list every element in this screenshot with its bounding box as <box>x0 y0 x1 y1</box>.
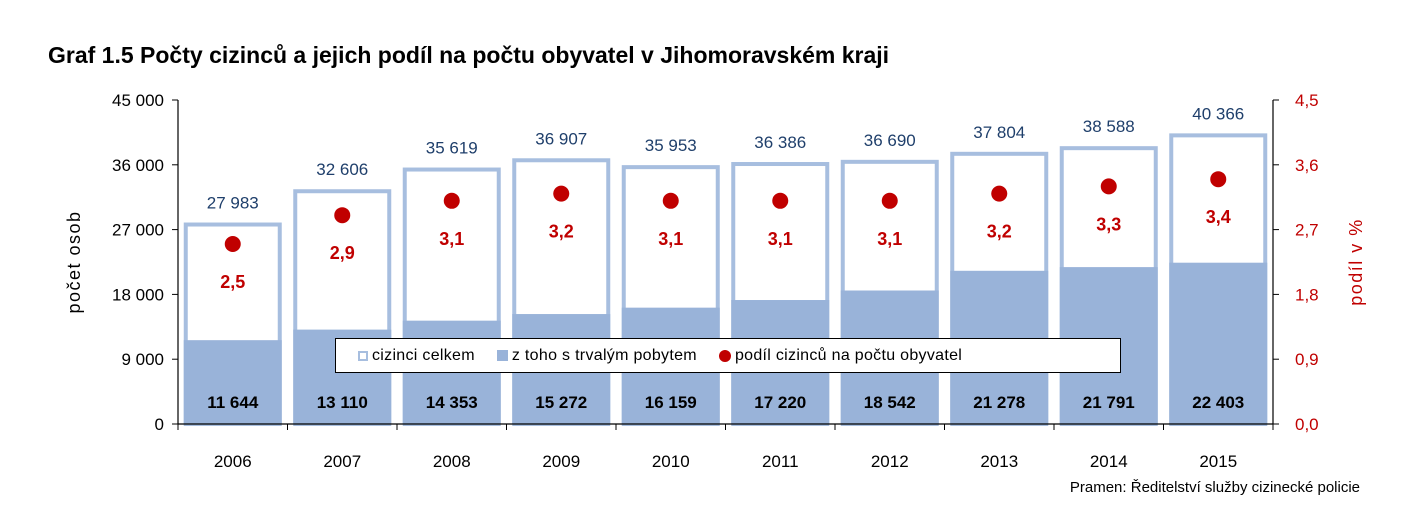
y-axis-title-right: podíl v % <box>1346 218 1366 306</box>
x-tick-label: 2010 <box>652 452 690 471</box>
data-label-share: 2,9 <box>330 243 355 263</box>
y-axis-title-left: počet osob <box>64 210 84 313</box>
data-point-share <box>1210 171 1227 188</box>
data-label-permanent: 22 403 <box>1192 393 1244 412</box>
bar-permanent <box>183 340 282 424</box>
y-tick-label-left: 0 <box>155 415 164 434</box>
y-tick-label-right: 0,9 <box>1295 350 1319 369</box>
y-tick-label-left: 9 000 <box>121 350 164 369</box>
legend: cizinci celkem z toho s trvalým pobytem … <box>335 338 1121 373</box>
data-label-total: 37 804 <box>973 123 1025 142</box>
legend-item-permanent: z toho s trvalým pobytem <box>496 346 697 365</box>
data-label-share: 3,4 <box>1206 207 1231 227</box>
data-label-total: 40 366 <box>1192 104 1244 123</box>
x-tick-label: 2014 <box>1090 452 1128 471</box>
data-label-total: 36 690 <box>864 131 916 150</box>
y-tick-label-right: 3,6 <box>1295 156 1319 175</box>
bar-permanent <box>1169 262 1268 424</box>
x-tick-label: 2013 <box>980 452 1018 471</box>
y-tick-label-right: 1,8 <box>1295 285 1319 304</box>
y-tick-label-left: 36 000 <box>112 156 164 175</box>
data-label-permanent: 17 220 <box>754 393 806 412</box>
y-tick-label-left: 27 000 <box>112 221 164 240</box>
x-tick-label: 2006 <box>214 452 252 471</box>
data-point-share <box>443 192 460 209</box>
y-tick-label-right: 2,7 <box>1295 221 1319 240</box>
source-note: Pramen: Ředitelství služby cizinecké pol… <box>1069 479 1360 496</box>
x-tick-label: 2011 <box>762 452 799 471</box>
legend-item-total: cizinci celkem <box>358 347 475 365</box>
data-label-share: 3,3 <box>1096 214 1121 234</box>
data-label-share: 3,1 <box>658 229 683 249</box>
x-tick-label: 2015 <box>1199 452 1237 471</box>
data-label-permanent: 21 791 <box>1083 393 1135 412</box>
legend-label-total: cizinci celkem <box>372 346 475 364</box>
x-tick-label: 2008 <box>433 452 471 471</box>
data-label-total: 36 907 <box>535 129 587 148</box>
data-label-total: 38 588 <box>1083 117 1135 136</box>
data-point-share <box>991 185 1008 202</box>
data-label-total: 35 619 <box>426 139 478 158</box>
data-label-share: 3,1 <box>877 229 902 249</box>
data-label-total: 27 983 <box>207 194 259 213</box>
data-label-permanent: 16 159 <box>645 393 697 412</box>
data-label-permanent: 21 278 <box>973 393 1025 412</box>
x-tick-label: 2009 <box>542 452 580 471</box>
legend-marker-share <box>718 349 731 362</box>
data-label-share: 3,2 <box>987 222 1012 242</box>
data-label-permanent: 15 272 <box>535 393 587 412</box>
chart-title: Graf 1.5 Počty cizinců a jejich podíl na… <box>48 42 890 68</box>
x-tick-label: 2012 <box>871 452 909 471</box>
data-label-permanent: 11 644 <box>207 393 259 412</box>
data-label-share: 3,1 <box>439 229 464 249</box>
y-tick-label-left: 18 000 <box>112 285 164 304</box>
x-tick-label: 2007 <box>323 452 361 471</box>
y-tick-label-right: 4,5 <box>1295 91 1319 110</box>
legend-label-share: podíl cizinců na počtu obyvatel <box>734 346 963 364</box>
data-point-share <box>224 236 241 252</box>
legend-label-permanent: z toho s trvalým pobytem <box>511 346 697 364</box>
data-point-share <box>881 192 898 209</box>
data-point-share <box>334 207 351 224</box>
legend-swatch-total <box>358 350 368 361</box>
legend-swatch-permanent <box>496 350 508 361</box>
data-label-permanent: 13 110 <box>317 393 368 412</box>
y-tick-label-right: 0,0 <box>1295 415 1319 434</box>
data-label-share: 2,5 <box>220 272 245 292</box>
data-point-share <box>553 185 570 202</box>
data-point-share <box>662 192 679 209</box>
data-label-permanent: 18 542 <box>864 393 916 412</box>
data-point-share <box>772 192 789 209</box>
data-label-total: 32 606 <box>316 160 368 179</box>
data-label-share: 3,2 <box>549 222 574 242</box>
data-point-share <box>1100 178 1117 195</box>
data-label-permanent: 14 353 <box>426 393 478 412</box>
data-label-total: 36 386 <box>754 133 806 152</box>
data-label-total: 35 953 <box>645 136 697 155</box>
y-tick-label-left: 45 000 <box>112 91 164 110</box>
data-label-share: 3,1 <box>768 229 793 249</box>
legend-item-share: podíl cizinců na počtu obyvatel <box>718 346 963 365</box>
